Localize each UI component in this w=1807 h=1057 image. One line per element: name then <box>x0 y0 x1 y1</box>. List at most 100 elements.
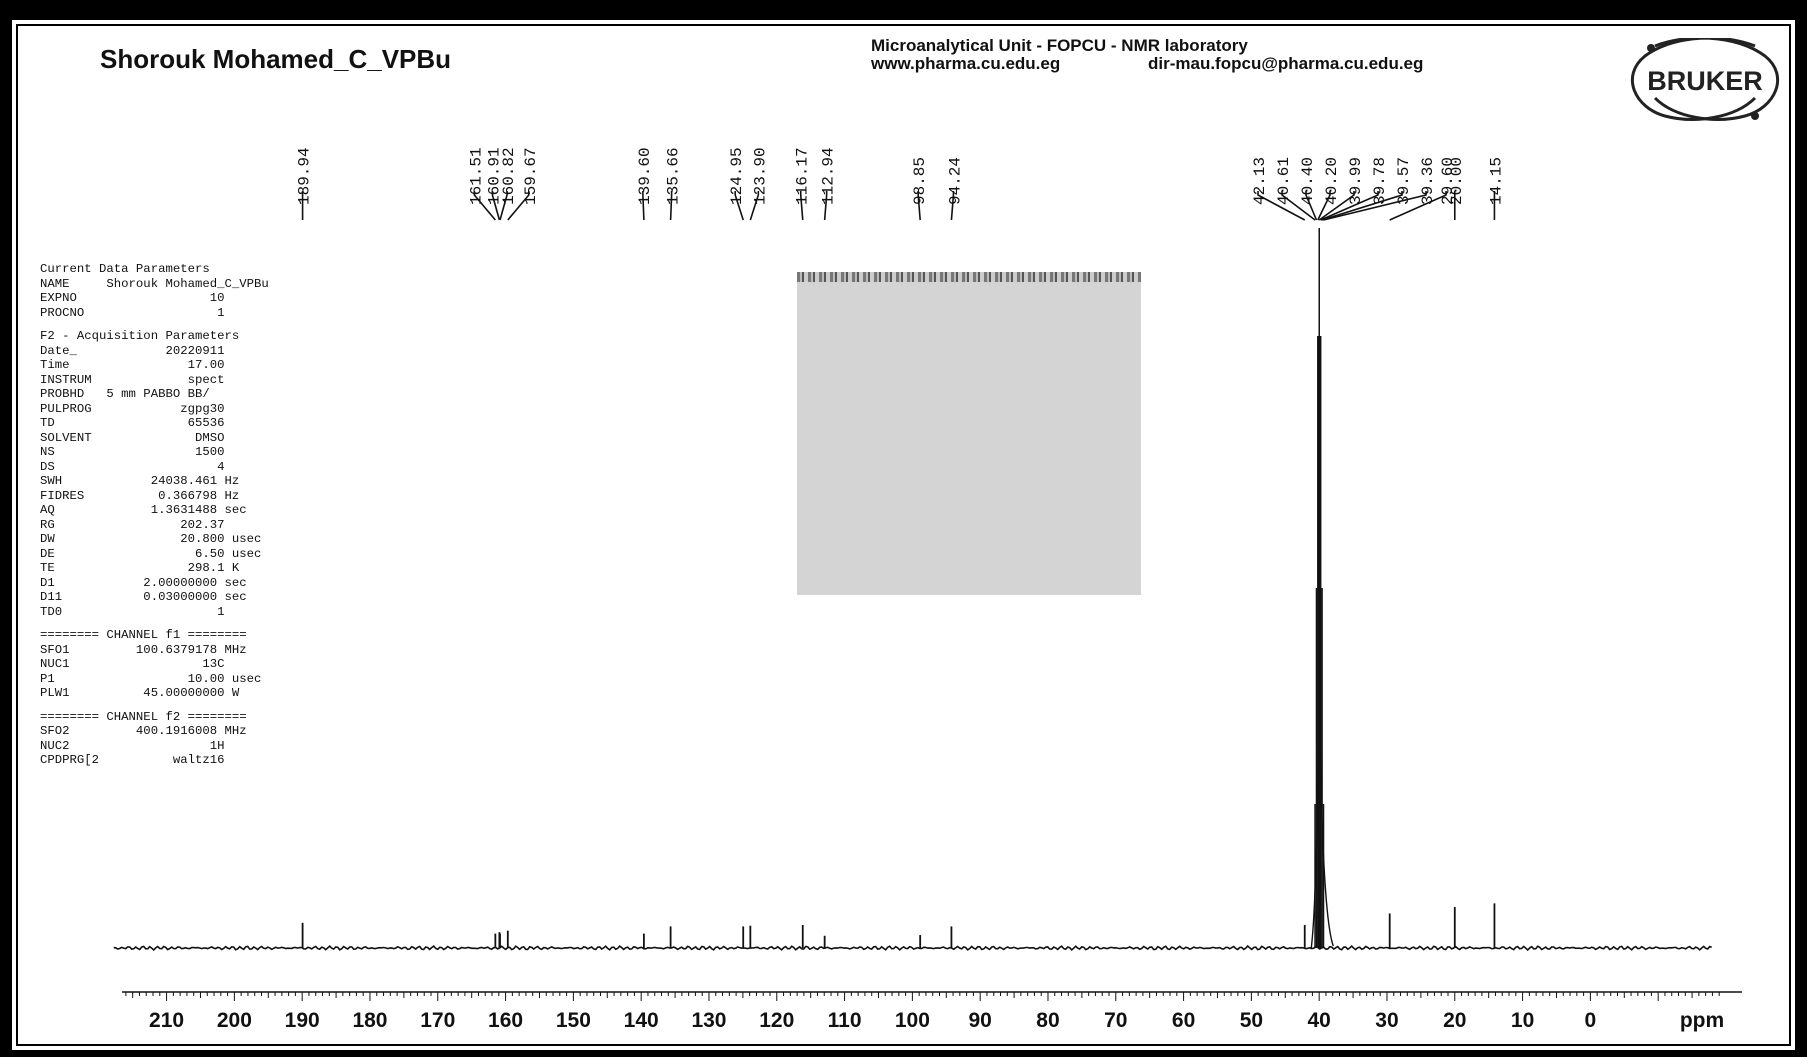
logo-swoosh-2 <box>1631 38 1757 121</box>
peak-label: 98.85 <box>911 157 929 205</box>
parameter-row: RG 202.37 <box>40 517 225 532</box>
peak-label-leader <box>1389 191 1447 221</box>
parameter-row: Current Data Parameters <box>40 262 210 276</box>
bruker-logo: BRUKER <box>1631 38 1779 121</box>
peak-label-leader <box>1305 191 1318 221</box>
x-axis-tick-label: 160 <box>488 1009 523 1032</box>
x-axis-tick-label: 100 <box>895 1009 930 1032</box>
page-title: Shorouk Mohamed_C_VPBu <box>100 44 452 74</box>
logo-dot-2 <box>1751 112 1759 120</box>
parameter-row: DE 6.50 usec <box>40 546 262 561</box>
x-axis-tick-label: 20 <box>1443 1009 1466 1032</box>
lab-email: dir-mau.fopcu@pharma.cu.edu.eg <box>1148 54 1424 73</box>
x-axis-tick-label: 50 <box>1240 1009 1263 1032</box>
peak-label: 123.90 <box>751 147 769 205</box>
peak-label: 116.17 <box>794 147 812 205</box>
peak-label: 40.61 <box>1275 157 1293 205</box>
peak-label: 94.24 <box>946 157 964 205</box>
parameter-row: DS 4 <box>40 459 225 474</box>
lab-name: Microanalytical Unit - FOPCU - NMR labor… <box>871 36 1248 55</box>
x-axis-tick-label: 200 <box>217 1009 252 1032</box>
x-axis-tick-label: 170 <box>420 1009 455 1032</box>
peak-label-leader <box>499 191 508 221</box>
peak-label: 39.57 <box>1395 157 1413 205</box>
x-axis-tick-label: 80 <box>1036 1009 1059 1032</box>
x-axis-tick-label: 130 <box>691 1009 726 1032</box>
peak-label: 159.67 <box>522 147 540 205</box>
peak-label: 160.91 <box>485 147 503 205</box>
x-axis-tick-label: 0 <box>1585 1009 1597 1032</box>
peak-label: 40.20 <box>1323 157 1341 205</box>
peak-label-leader <box>917 191 921 221</box>
peak-label-leader <box>749 191 760 221</box>
peak-label: 39.99 <box>1347 157 1365 205</box>
x-axis-tick-label: 120 <box>759 1009 794 1032</box>
parameter-row: ======== CHANNEL f1 ======== <box>40 628 247 642</box>
parameter-row: INSTRUM spect <box>40 372 225 387</box>
peak-label: 160.82 <box>500 147 518 205</box>
parameter-row: ======== CHANNEL f2 ======== <box>40 709 247 724</box>
peak-label: 20.00 <box>1448 157 1466 205</box>
peak-label-leader <box>799 191 804 221</box>
parameter-row: NAME Shorouk Mohamed_C_VPBu <box>40 276 269 291</box>
parameter-row: EXPNO 10 <box>40 291 225 305</box>
x-axis-tick-label: 210 <box>149 1009 184 1032</box>
peak-label: 124.95 <box>728 147 746 205</box>
parameter-row: SWH 24038.461 Hz <box>40 474 240 488</box>
spectrum-border <box>16 24 1791 1046</box>
peak-label-leader <box>734 191 744 221</box>
peak-label: 139.60 <box>636 147 654 205</box>
peak-label-leader <box>823 191 828 221</box>
solvent-peak-envelope <box>1310 747 1334 949</box>
x-axis-tick-label: 70 <box>1104 1009 1127 1032</box>
peak-label-leader <box>1318 191 1355 221</box>
parameter-row: D11 0.03000000 sec <box>40 590 247 604</box>
peak-label: 29.60 <box>1439 157 1457 205</box>
parameter-row: F2 - Acquisition Parameters <box>40 329 240 343</box>
peak-label: 161.51 <box>467 147 485 205</box>
x-axis-tick-label: 60 <box>1172 1009 1195 1032</box>
x-axis-tick-label: 140 <box>624 1009 659 1032</box>
parameter-row: TE 298.1 K <box>40 561 240 575</box>
parameter-list: Current Data Parameters NAME Shorouk Moha… <box>40 262 269 768</box>
peak-label-leader <box>1320 191 1379 221</box>
x-axis-tick-label: 30 <box>1375 1009 1398 1032</box>
peak-label: 112.94 <box>820 147 838 205</box>
peak-label: 135.66 <box>665 147 683 205</box>
parameter-row: FIDRES 0.366798 Hz <box>40 488 240 503</box>
peak-label-leader <box>1323 191 1427 221</box>
parameter-row: PROCNO 1 <box>40 305 225 320</box>
logo-text: BRUKER <box>1647 66 1763 96</box>
x-axis-tick-label: 180 <box>352 1009 387 1032</box>
peak-label-leader <box>507 191 530 221</box>
logo-dot-1 <box>1647 44 1655 52</box>
peak-label-leader <box>669 191 673 221</box>
peak-label-leader <box>1281 191 1316 221</box>
parameter-row: CPDPRG[2 waltz16 <box>40 753 225 767</box>
parameter-row: NUC1 13C <box>40 657 225 671</box>
x-axis-tick-label: 150 <box>556 1009 591 1032</box>
parameter-row: PULPROG zgpg30 <box>40 401 225 416</box>
x-axis-tick-label: 90 <box>969 1009 992 1032</box>
x-axis-tick-label: 110 <box>828 1009 862 1032</box>
parameter-row: Date_ 20220911 <box>40 343 225 358</box>
peak-label-leader <box>473 191 496 221</box>
peak-label: 42.13 <box>1251 157 1269 205</box>
parameter-row: D1 2.00000000 sec <box>40 575 247 590</box>
parameter-row: SOLVENT DMSO <box>40 430 225 445</box>
lab-website: www.pharma.cu.edu.eg <box>871 54 1061 73</box>
x-axis-tick-label: 40 <box>1308 1009 1331 1032</box>
parameter-row: TD 65536 <box>40 416 225 430</box>
parameter-row: TD0 1 <box>40 604 225 619</box>
peak-label-leader <box>1317 191 1331 221</box>
x-axis-label: ppm <box>1680 1009 1724 1032</box>
peak-label-leader <box>1321 191 1403 221</box>
peak-label-leader <box>642 191 645 221</box>
parameter-row: Time 17.00 <box>40 358 225 372</box>
parameter-row: PROBHD 5 mm PABBO BB/ <box>40 387 210 401</box>
peak-label: 39.78 <box>1371 157 1389 205</box>
parameter-row: P1 10.00 usec <box>40 671 262 686</box>
peak-label-leader <box>491 191 501 221</box>
